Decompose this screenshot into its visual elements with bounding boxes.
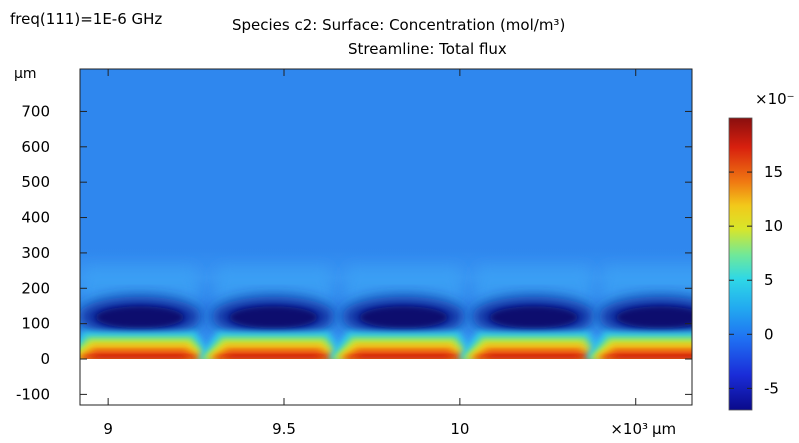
y-tick-label: 0: [40, 350, 50, 368]
y-tick-label: 700: [21, 102, 50, 120]
x-tick-label: 9.5: [272, 420, 296, 438]
y-tick-label: 200: [21, 279, 50, 297]
y-tick-label: 500: [21, 173, 50, 191]
empty-region: [80, 359, 692, 405]
hot-spot-3: [327, 267, 480, 360]
x-axis-multiplier: ×10³: [610, 420, 648, 438]
x-tick-label: 10: [450, 420, 469, 438]
colorbar-tick-label: 15: [764, 163, 783, 181]
y-axis: -100 0 100 200 300 400 500 600 700: [16, 102, 692, 403]
colorbar-tick-label: 0: [764, 325, 774, 343]
hot-spot-4: [457, 267, 610, 360]
y-tick-label: 100: [21, 315, 50, 333]
parameter-label: freq(111)=1E-6 GHz: [10, 10, 163, 28]
plot-subtitle: Streamline: Total flux: [348, 40, 507, 58]
colorbar-gradient: [728, 117, 753, 411]
colorbar-tick-label: 5: [764, 271, 774, 289]
hot-spot-1: [80, 267, 216, 360]
x-tick-label: 9: [103, 420, 113, 438]
x-axis-unit: μm: [652, 420, 676, 438]
colorbar-tick-label: -5: [764, 379, 779, 397]
y-tick-label: 600: [21, 138, 50, 156]
x-axis: 9 9.5 10: [103, 69, 637, 438]
plot-frame: [79, 68, 693, 406]
concentration-field: [80, 69, 692, 360]
y-tick-label: 400: [21, 209, 50, 227]
y-tick-label: 300: [21, 244, 50, 262]
colorbar: 15 10 5 0 -5 ×10⁻: [728, 90, 795, 411]
colorbar-multiplier: ×10⁻: [755, 90, 795, 108]
plot-title: Species c2: Surface: Concentration (mol/…: [232, 16, 566, 34]
hot-spot-2: [197, 267, 350, 360]
y-axis-unit: μm: [14, 66, 37, 82]
y-tick-label: -100: [16, 385, 50, 403]
colorbar-tick-label: 10: [764, 217, 783, 235]
hot-spot-5: [584, 267, 692, 360]
